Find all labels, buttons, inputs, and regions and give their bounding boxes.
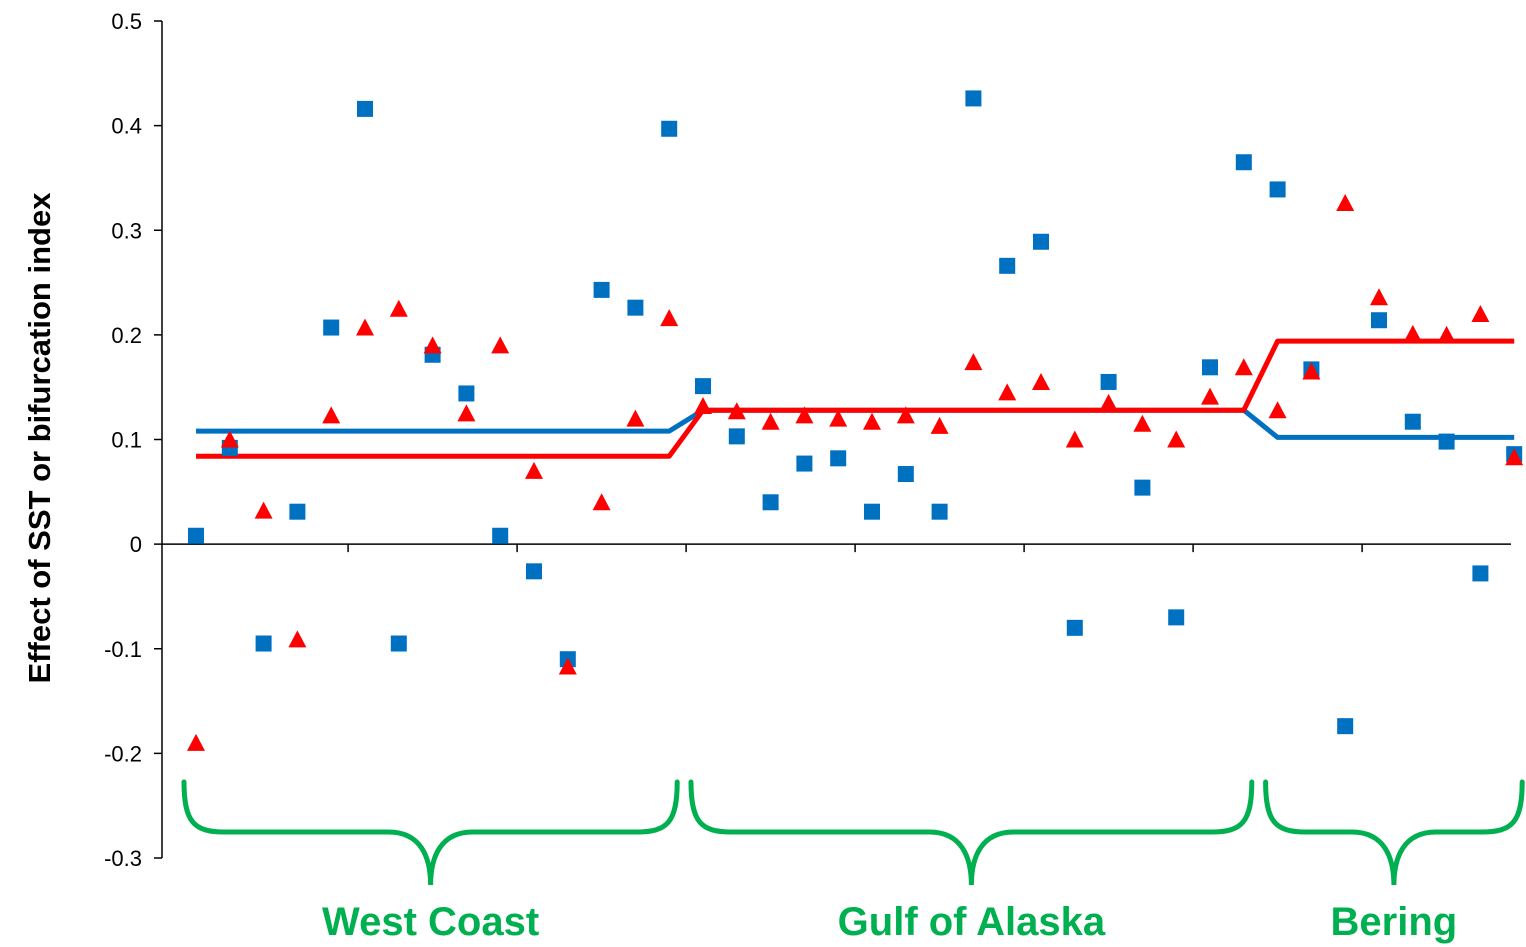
- triangle-point: [558, 657, 577, 675]
- axes: -0.3 -0.2 -0.1 0 0.1 0.2 0.3 0.4 0.5: [104, 9, 1511, 871]
- square-point: [728, 428, 745, 445]
- triangle-point: [1336, 194, 1355, 212]
- y-axis-title: Effect of SST or bifurcation index: [22, 192, 57, 684]
- region-brace: [688, 779, 1255, 886]
- square-point: [1269, 181, 1286, 198]
- triangle-point: [1234, 358, 1253, 376]
- square-point: [830, 450, 847, 467]
- y-axis-title-group: Effect of SST or bifurcation index: [22, 192, 57, 684]
- triangle-point: [626, 409, 645, 427]
- triangle-point: [1065, 430, 1084, 448]
- triangle-point: [187, 733, 205, 751]
- triangle-point: [220, 430, 239, 448]
- triangle-point: [727, 402, 746, 420]
- square-point: [796, 455, 813, 472]
- y-tick-label: 0.4: [111, 114, 142, 139]
- square-point: [1235, 154, 1252, 171]
- triangle-point: [457, 404, 476, 422]
- triangle-point: [356, 318, 374, 336]
- square-point: [661, 120, 678, 137]
- triangle-point: [998, 383, 1017, 401]
- triangle-point: [254, 501, 273, 519]
- triangle-point: [896, 406, 915, 424]
- square-point: [1404, 413, 1421, 430]
- region-label: Gulf of Alaska: [838, 900, 1106, 944]
- square-point: [1337, 718, 1354, 735]
- triangle-point: [1167, 430, 1186, 448]
- triangle-point: [761, 412, 780, 430]
- square-point: [188, 527, 204, 544]
- triangle-point: [1403, 324, 1422, 342]
- triangle-point: [863, 412, 881, 430]
- square-point: [289, 503, 306, 520]
- square-point: [593, 281, 610, 298]
- triangle-point: [1471, 304, 1490, 322]
- triangle-point: [1505, 448, 1524, 466]
- triangle-point: [1437, 325, 1456, 343]
- square-point: [1033, 233, 1049, 250]
- y-tick-label: 0.5: [111, 9, 142, 34]
- square-point: [627, 299, 644, 316]
- triangle-point: [288, 630, 307, 648]
- region-brace: [1263, 779, 1525, 886]
- y-tick-label: 0.1: [111, 428, 142, 453]
- triangle-point: [389, 299, 408, 317]
- triangle-point: [1201, 387, 1219, 405]
- square-point: [1472, 565, 1489, 582]
- square-point: [1066, 619, 1083, 636]
- triangle-point: [592, 493, 611, 511]
- square-point: [323, 319, 340, 336]
- triangle-point: [964, 353, 983, 371]
- triangle-point: [322, 406, 341, 424]
- square-point: [695, 378, 711, 395]
- group-mean-lines: [196, 338, 1515, 459]
- square-point: [458, 385, 475, 402]
- triangle-point: [795, 406, 814, 424]
- square-point: [1438, 433, 1455, 450]
- triangle-point: [1099, 393, 1118, 411]
- square-point: [390, 635, 407, 652]
- triangle-point: [829, 409, 848, 427]
- triangle-point: [1302, 362, 1321, 380]
- square-point: [526, 563, 542, 580]
- triangle-point: [694, 397, 712, 415]
- triangle-point: [423, 336, 442, 354]
- triangle-point: [1370, 288, 1388, 306]
- y-tick-label: -0.2: [104, 741, 142, 766]
- region-label: Bering: [1331, 900, 1458, 944]
- square-point: [1371, 312, 1387, 329]
- square-point: [255, 635, 272, 652]
- y-tick-label: 0.3: [111, 218, 142, 243]
- triangle-point: [1268, 401, 1287, 419]
- square-point: [1134, 479, 1151, 496]
- triangle-point: [491, 336, 510, 354]
- square-point: [897, 466, 914, 483]
- square-point: [762, 494, 779, 511]
- y-tick-label: -0.3: [104, 846, 142, 871]
- region-label: West Coast: [322, 900, 539, 944]
- square-point: [492, 527, 509, 544]
- square-point: [1100, 373, 1117, 390]
- square-point: [1168, 609, 1185, 626]
- triangle-point: [525, 461, 543, 479]
- region-brace: [181, 779, 680, 886]
- square-point: [999, 257, 1016, 274]
- square-point: [931, 503, 948, 520]
- square-point: [1202, 359, 1218, 376]
- square-point: [357, 100, 373, 117]
- y-tick-label: 0.2: [111, 323, 142, 348]
- triangle-point: [1032, 372, 1050, 390]
- triangle-point: [660, 309, 679, 327]
- square-point: [965, 90, 982, 107]
- square-point: [864, 503, 880, 520]
- region-braces: West Coast Gulf of Alaska Bering: [181, 779, 1525, 944]
- group-mean-line: [196, 338, 1515, 459]
- y-tick-label: -0.1: [104, 637, 142, 662]
- triangle-point: [930, 416, 949, 434]
- y-tick-label: 0: [130, 532, 142, 557]
- triangle-point: [1133, 414, 1152, 432]
- data-points: [187, 90, 1524, 751]
- group-mean-line: [196, 407, 1515, 440]
